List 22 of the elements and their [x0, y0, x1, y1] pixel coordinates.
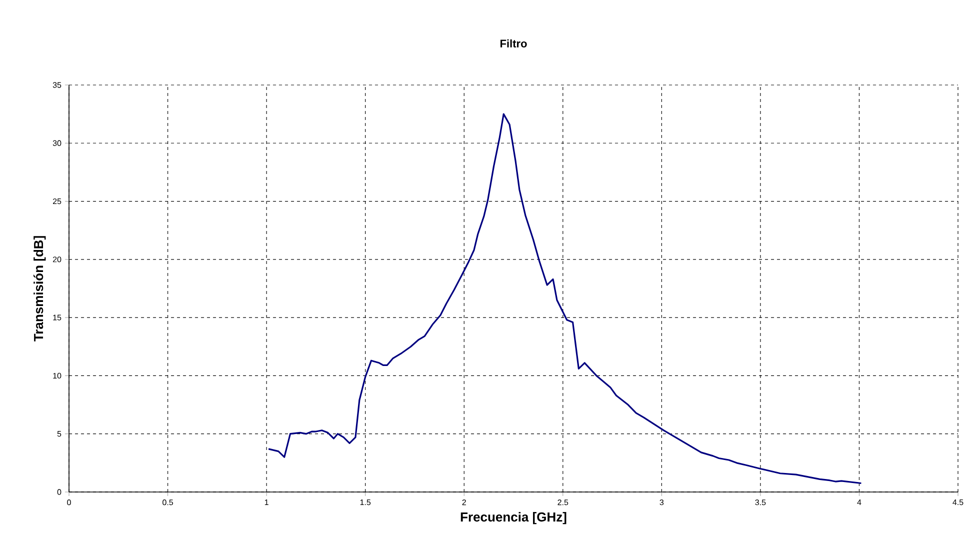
- x-tick-label: 3: [660, 500, 664, 506]
- x-tick-label: 3.5: [755, 500, 766, 506]
- x-tick-label: 4: [857, 500, 862, 506]
- y-tick-label: 20: [52, 256, 62, 262]
- chart-title: Filtro: [500, 39, 527, 48]
- x-axis-title: Frecuencia [GHz]: [460, 512, 566, 524]
- x-tick-label: 1: [264, 500, 268, 506]
- x-tick-label: 1.5: [360, 500, 371, 506]
- x-tick-label: 0.5: [162, 500, 174, 506]
- x-tick-label: 0: [67, 500, 71, 506]
- y-tick-label: 5: [57, 431, 62, 437]
- y-tick-label: 15: [53, 314, 62, 320]
- y-tick-label: 10: [53, 372, 62, 379]
- y-tick-label: 35: [52, 82, 62, 88]
- y-tick-label: 0: [57, 489, 62, 495]
- y-axis-title: Transmisión [dB]: [33, 236, 46, 342]
- x-tick-label: 2: [462, 500, 466, 506]
- x-tick-label: 4.5: [952, 500, 964, 506]
- y-tick-label: 25: [52, 198, 62, 204]
- x-tick-label: 2.5: [558, 500, 568, 506]
- line-series: [268, 113, 862, 484]
- y-tick-label: 30: [52, 140, 62, 146]
